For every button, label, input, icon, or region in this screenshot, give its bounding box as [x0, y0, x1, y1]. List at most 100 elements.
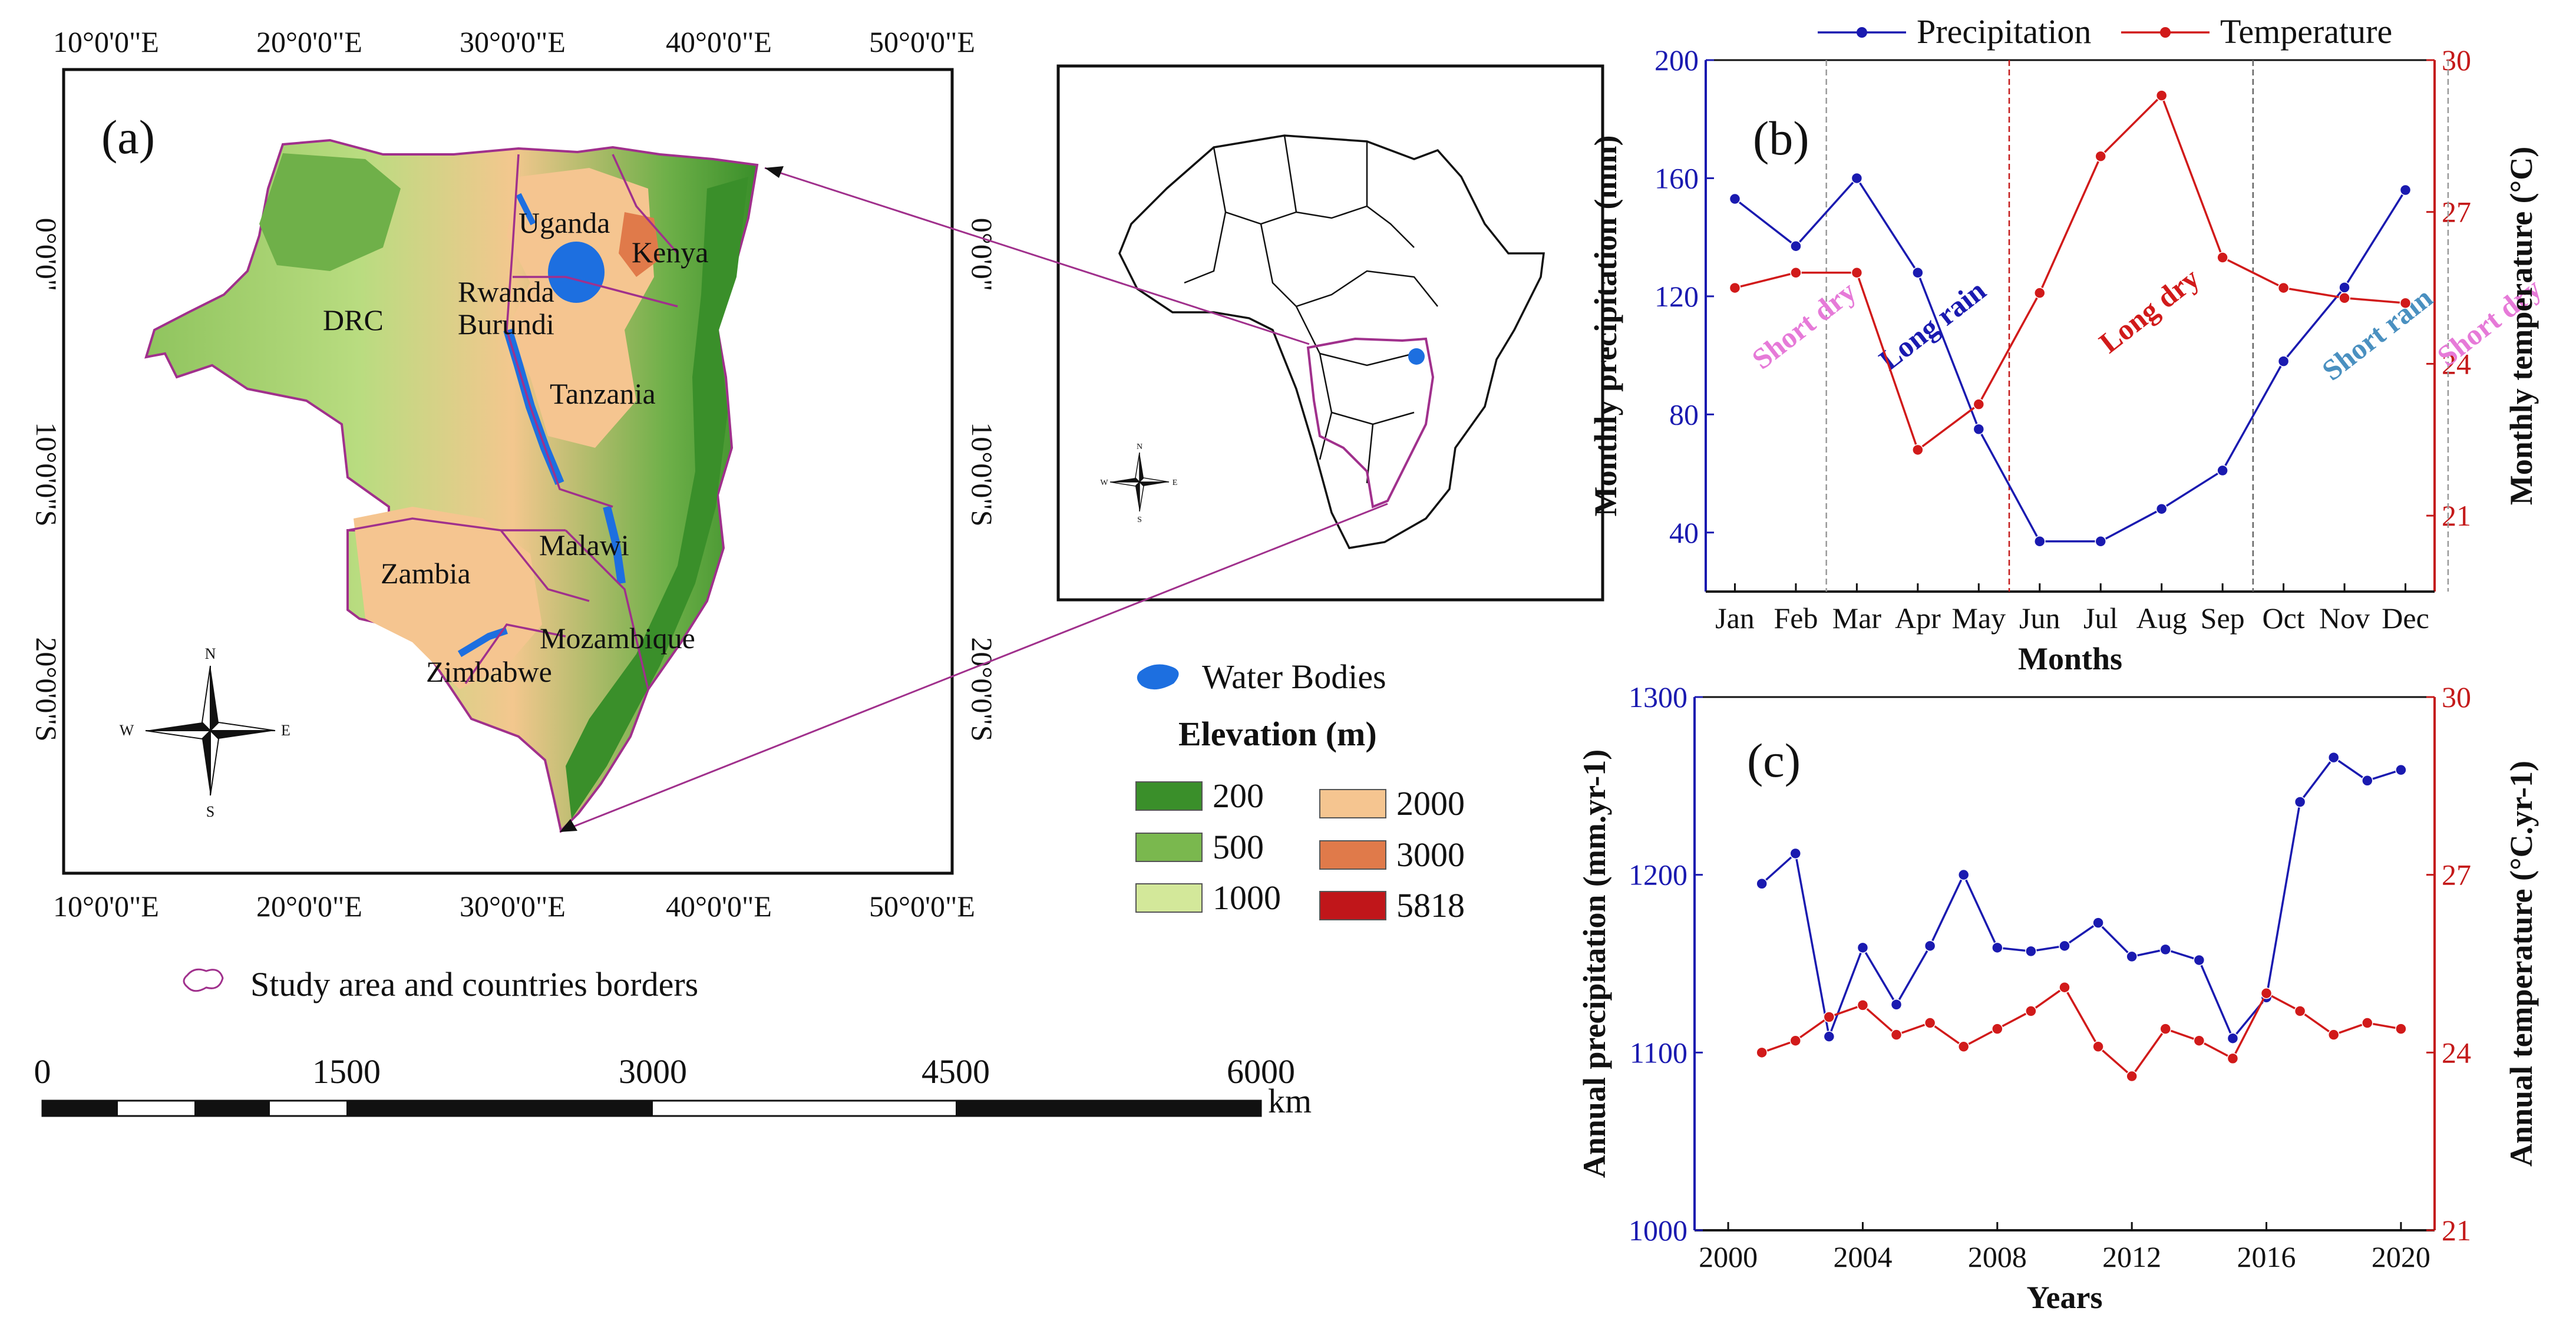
africa-outline — [1118, 134, 1545, 549]
inset-compass-s: S — [1137, 516, 1142, 524]
lat-label-right-10s: 10°0'0"S — [966, 422, 999, 526]
data-point-temperature — [1857, 999, 1869, 1011]
data-point-temperature — [2227, 1052, 2239, 1065]
lake-albert — [516, 193, 536, 226]
left-axis-title: Annual precipitation (mm.yr-1) — [1577, 749, 1612, 1178]
series-line-temperature — [1761, 986, 2402, 1078]
data-point-precipitation — [1912, 267, 1924, 279]
series-line-temperature — [1735, 93, 2406, 452]
label-mozambique: Mozambique — [540, 622, 695, 655]
x-tick-label: Sep — [2201, 602, 2245, 635]
data-point-precipitation — [1924, 940, 1936, 952]
data-point-precipitation — [2227, 1032, 2239, 1044]
label-zambia: Zambia — [381, 557, 471, 590]
data-point-temperature — [2034, 287, 2046, 299]
x-tick-label: 2020 — [2372, 1240, 2430, 1273]
season-label: Long rain — [1873, 273, 1992, 377]
country-borders — [347, 154, 679, 690]
x-tick-label: 2008 — [1968, 1240, 2027, 1273]
data-point-temperature — [2126, 1070, 2138, 1082]
data-point-precipitation — [1790, 240, 1802, 252]
data-point-temperature — [2339, 292, 2350, 304]
data-point-temperature — [1924, 1017, 1936, 1029]
right-tick-label: 24 — [2442, 347, 2471, 380]
panel-letter-a: (a) — [101, 110, 155, 164]
lon-label-bottom-50e: 50°0'0"E — [869, 890, 975, 923]
right-tick-label: 27 — [2442, 858, 2471, 891]
panel-letter: (b) — [1753, 111, 1809, 165]
data-point-temperature — [2155, 90, 2168, 101]
data-point-precipitation — [2155, 503, 2168, 515]
compass-e: E — [281, 722, 290, 739]
lat-label-left-20s: 20°0'0"S — [30, 637, 63, 741]
right-tick-label: 21 — [2442, 499, 2471, 532]
label-rwanda: Rwanda — [458, 275, 554, 308]
lowland-patch-west — [259, 153, 401, 271]
data-point-precipitation — [2294, 796, 2306, 808]
lon-label-top-40e: 40°0'0"E — [666, 25, 772, 58]
inset-frame — [1056, 64, 1604, 602]
data-point-precipitation — [2159, 943, 2172, 956]
left-tick-label: 1200 — [1629, 858, 1687, 891]
legend-swatch-200 — [1135, 781, 1203, 811]
panel-letter: (c) — [1747, 734, 1801, 787]
legend-label-1000: 1000 — [1213, 879, 1281, 917]
highland-patch-kenya — [619, 212, 660, 277]
legend-swatch-5818 — [1319, 891, 1386, 920]
data-point-precipitation — [1973, 423, 1985, 435]
right-tick-label: 24 — [2442, 1036, 2471, 1069]
x-tick-label: Feb — [1774, 602, 1818, 635]
x-tick-label: May — [1951, 602, 2006, 635]
study-area-label: Study area and countries borders — [250, 965, 698, 1003]
inset-connectors — [559, 166, 1388, 833]
x-tick-label: 2000 — [1699, 1240, 1758, 1273]
scale-label-0: 0 — [34, 1052, 51, 1091]
lat-label-right-0: 0°0'0" — [966, 218, 999, 291]
data-point-temperature — [2059, 981, 2070, 993]
inset-study-area — [1306, 337, 1435, 508]
data-point-precipitation — [2327, 751, 2340, 764]
data-point-temperature — [1973, 398, 1985, 410]
label-drc: DRC — [323, 303, 384, 336]
map-frame — [62, 68, 954, 875]
legend-marker-precipitation — [1857, 27, 1867, 38]
lake-victoria — [548, 242, 605, 303]
left-tick-label: 200 — [1654, 44, 1699, 77]
legend-label-2000: 2000 — [1396, 784, 1465, 823]
lat-label-left-10s: 10°0'0"S — [30, 422, 63, 526]
water-bodies-label: Water Bodies — [1202, 658, 1386, 696]
label-kenya: Kenya — [632, 236, 709, 269]
data-point-precipitation — [1851, 172, 1863, 184]
scale-label-1500: 1500 — [312, 1052, 381, 1091]
left-tick-label: 80 — [1669, 398, 1699, 431]
lat-label-right-20s: 20°0'0"S — [966, 637, 999, 741]
study-area-swatch-icon — [183, 968, 224, 992]
data-point-temperature — [2092, 1041, 2104, 1053]
data-point-precipitation — [2399, 184, 2412, 196]
compass-n: N — [205, 645, 216, 662]
data-point-temperature — [2327, 1029, 2340, 1041]
data-point-precipitation — [2339, 282, 2350, 293]
x-tick-label: 2012 — [2102, 1240, 2161, 1273]
data-point-temperature — [2159, 1023, 2172, 1035]
x-axis-title: Months — [2018, 641, 2122, 676]
data-point-temperature — [2277, 282, 2290, 294]
x-tick-label: Jul — [2083, 602, 2118, 635]
left-tick-label: 1000 — [1629, 1214, 1687, 1247]
lake-malawi — [603, 506, 626, 584]
lon-label-top-20e: 20°0'0"E — [256, 25, 362, 58]
data-point-temperature — [2294, 1005, 2306, 1017]
data-point-temperature — [2399, 297, 2412, 309]
right-axis-title: Annual temperature (°C.yr-1) — [2504, 761, 2539, 1167]
highland-patch-east — [507, 168, 654, 448]
x-tick-label: Oct — [2263, 602, 2305, 635]
legend-swatch-3000 — [1319, 840, 1386, 870]
label-malawi: Malawi — [539, 529, 629, 562]
inset-compass-icon: N S E W — [1100, 443, 1177, 524]
right-tick-label: 27 — [2442, 196, 2471, 229]
scale-label-6000: 6000 — [1227, 1052, 1295, 1091]
data-point-precipitation — [1789, 847, 1802, 860]
lon-label-bottom-20e: 20°0'0"E — [256, 890, 362, 923]
legend-label-precipitation: Precipitation — [1917, 12, 2091, 51]
data-point-temperature — [1756, 1046, 1768, 1059]
